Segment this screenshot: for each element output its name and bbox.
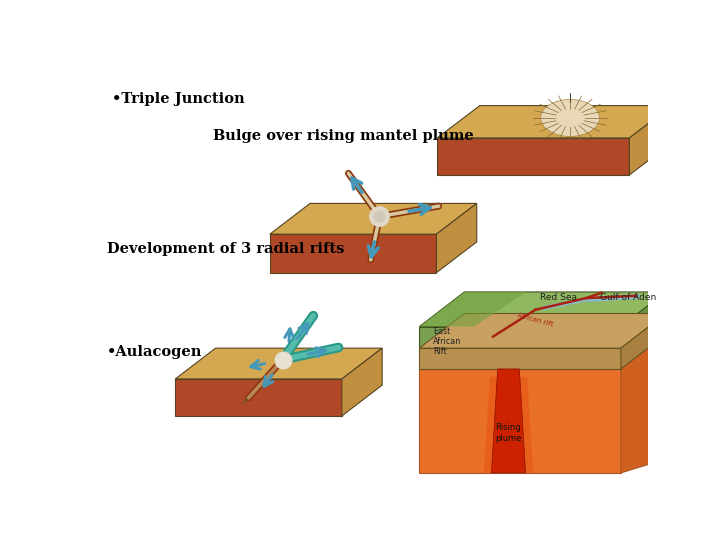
Text: Rising
plume: Rising plume — [495, 423, 522, 443]
Text: Bulge over rising mantel plume: Bulge over rising mantel plume — [213, 129, 474, 143]
Polygon shape — [175, 379, 342, 416]
Polygon shape — [243, 360, 282, 404]
Polygon shape — [621, 292, 666, 348]
Polygon shape — [629, 106, 672, 175]
Polygon shape — [419, 348, 621, 369]
Polygon shape — [437, 138, 629, 175]
Polygon shape — [419, 314, 666, 348]
Text: Development of 3 radial rifts: Development of 3 radial rifts — [107, 241, 344, 255]
Polygon shape — [419, 292, 666, 327]
Polygon shape — [542, 296, 594, 310]
Polygon shape — [437, 106, 672, 138]
Text: East
African
Rift: East African Rift — [433, 327, 462, 356]
Text: •Triple Junction: •Triple Junction — [112, 92, 245, 106]
Polygon shape — [419, 292, 526, 327]
Polygon shape — [419, 369, 621, 473]
Text: •Aulacogen: •Aulacogen — [107, 346, 202, 360]
Polygon shape — [621, 334, 666, 473]
Text: Gulf of Aden: Gulf of Aden — [600, 293, 657, 302]
Polygon shape — [419, 327, 621, 348]
Ellipse shape — [541, 99, 600, 137]
Polygon shape — [436, 204, 477, 273]
Polygon shape — [484, 377, 534, 473]
Polygon shape — [492, 369, 526, 473]
Polygon shape — [270, 204, 477, 234]
Text: Red Sea: Red Sea — [541, 293, 577, 302]
Polygon shape — [270, 234, 436, 273]
Polygon shape — [342, 348, 382, 416]
Polygon shape — [175, 348, 382, 379]
Polygon shape — [588, 294, 640, 302]
Polygon shape — [621, 314, 666, 369]
Text: African rift: African rift — [516, 312, 553, 328]
